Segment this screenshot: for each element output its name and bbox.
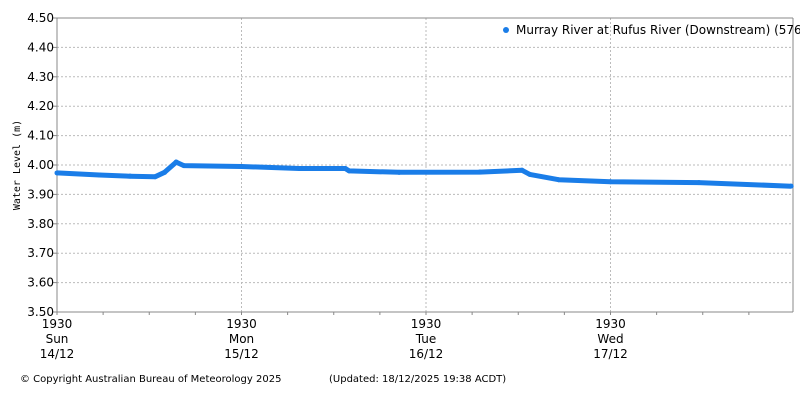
x-tick-label: 15/12 (224, 347, 259, 361)
data-point (519, 167, 525, 173)
data-point (556, 177, 562, 183)
x-tick-label: Wed (597, 332, 623, 346)
y-tick-label: 3.70 (27, 246, 54, 260)
data-point (696, 180, 702, 186)
data-point (608, 179, 613, 185)
updated-text: (Updated: 18/12/2025 19:38 ACDT) (329, 374, 507, 385)
y-tick-label: 4.40 (27, 40, 54, 54)
y-tick-label: 4.20 (27, 99, 54, 113)
x-tick-label: 14/12 (40, 347, 75, 361)
y-axis-label: Water Level (m) (12, 120, 23, 210)
y-tick-label: 4.00 (27, 158, 54, 172)
x-tick-label: Sun (46, 332, 69, 346)
legend-marker (503, 27, 509, 33)
data-point (788, 183, 794, 189)
y-axis-ticks: 3.50 3.60 3.70 3.80 3.90 4.00 4.10 4.20 4.30 4.40… (27, 11, 57, 319)
y-tick-label: 4.30 (27, 70, 54, 84)
data-point (162, 169, 168, 175)
data-point (396, 169, 402, 175)
y-tick-label: 3.50 (27, 305, 54, 319)
x-tick-label: 17/12 (593, 347, 628, 361)
data-point (296, 166, 302, 172)
legend: Murray River at Rufus River (Downstream)… (503, 23, 800, 37)
y-tick-label: 4.50 (27, 11, 54, 25)
x-tick-label: 1930 (411, 317, 442, 331)
data-point (152, 174, 158, 180)
x-tick-label: Mon (229, 332, 254, 346)
data-point (54, 170, 60, 176)
data-point (477, 169, 483, 175)
data-point (527, 171, 533, 177)
x-tick-label: Tue (415, 332, 437, 346)
data-point (181, 163, 187, 169)
data-point (173, 159, 179, 165)
y-tick-label: 3.80 (27, 217, 54, 231)
y-tick-label: 4.10 (27, 129, 54, 143)
series (54, 159, 794, 189)
data-point (127, 173, 133, 179)
copyright-text: © Copyright Australian Bureau of Meteoro… (20, 374, 282, 385)
grid (57, 18, 793, 312)
x-axis-ticks: 1930Sun14/121930Mon15/121930Tue16/121930… (40, 312, 750, 361)
y-tick-label: 3.60 (27, 276, 54, 290)
x-tick-label: 1930 (595, 317, 626, 331)
x-tick-label: 16/12 (409, 347, 444, 361)
x-tick-label: 1930 (226, 317, 257, 331)
data-point (96, 172, 102, 178)
data-point (342, 166, 348, 172)
y-tick-label: 3.90 (27, 187, 54, 201)
data-point (239, 163, 244, 169)
series-line (56, 159, 792, 189)
legend-label: Murray River at Rufus River (Downstream)… (516, 23, 800, 37)
x-tick-label: 1930 (42, 317, 73, 331)
data-point (346, 168, 352, 174)
